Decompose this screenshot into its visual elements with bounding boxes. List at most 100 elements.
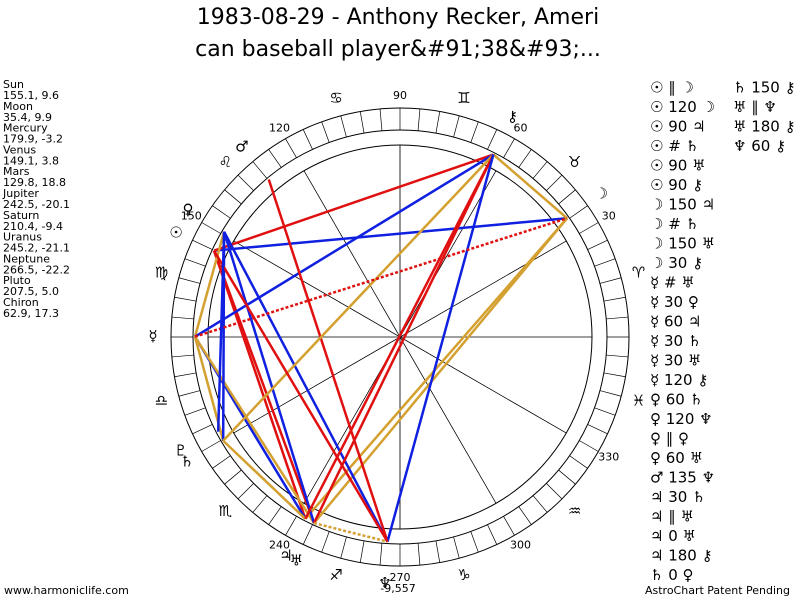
ring-tick — [359, 540, 365, 563]
planet-glyph: ♅ — [290, 552, 303, 570]
ring-tick — [453, 536, 460, 559]
ring-tick — [599, 390, 622, 397]
ring-tick — [224, 469, 242, 485]
planet-position: 207.5, 5.0 — [3, 285, 59, 298]
ring-tick — [546, 174, 563, 191]
degree-label: 60 — [514, 121, 528, 134]
ring-tick — [532, 161, 548, 179]
ring-tick — [201, 440, 221, 452]
aspect-entry: ☽ 150 ♃ — [650, 196, 715, 214]
ring-tick — [268, 149, 282, 168]
zodiac-sign: ♑ — [457, 566, 470, 584]
ring-tick — [606, 316, 629, 320]
planet-position: 210.4, -9.4 — [3, 220, 63, 233]
planet-position: 129.8, 18.8 — [3, 176, 66, 189]
planet-position: 242.5, -20.1 — [3, 198, 70, 211]
aspect-entry: ♆ 60 ⚷ — [733, 137, 786, 155]
planet-name: Pluto — [3, 274, 31, 287]
ring-tick — [558, 469, 576, 485]
aspect-line — [212, 250, 389, 543]
planet-position: 149.1, 3.8 — [3, 154, 59, 167]
zodiac-sign: ♋ — [329, 89, 342, 107]
degree-label: 120 — [269, 121, 290, 134]
aspect-line — [386, 154, 495, 542]
aspect-entry: ☉ 90 ♃ — [650, 118, 706, 136]
ring-tick — [237, 174, 254, 191]
ring-tick — [569, 455, 588, 469]
aspect-entry: ☿ # ♅ — [650, 274, 695, 292]
planet-name: Jupiter — [2, 187, 39, 200]
ring-tick — [569, 205, 588, 219]
aspect-entry: ♃ ∥ ♅ — [650, 508, 694, 526]
ring-tick — [252, 495, 268, 513]
ring-tick — [340, 536, 347, 559]
planet-position: 179.9, -3.2 — [3, 133, 63, 146]
aspect-entry: ♀ ∥ ♀ — [650, 430, 689, 448]
planet-glyph: ⚷ — [507, 108, 518, 126]
ring-tick — [184, 258, 206, 267]
zodiac-sign: ♊ — [457, 89, 470, 107]
aspect-entry: ♂ 135 ♆ — [650, 469, 715, 487]
aspect-line — [194, 217, 568, 338]
planet-glyph: ♂ — [235, 138, 248, 156]
aspect-line — [222, 153, 495, 442]
degree-label: 90 — [393, 89, 407, 102]
planet-glyph: ♄ — [180, 452, 193, 470]
planet-name: Saturn — [3, 209, 39, 222]
planet-name: Chiron — [3, 296, 39, 309]
ring-tick — [435, 111, 441, 134]
aspect-entry: ☉ 120 ☽ — [650, 98, 715, 116]
ring-tick — [579, 440, 599, 452]
ring-tick — [171, 316, 194, 320]
planet-position: 155.1, 9.6 — [3, 89, 59, 102]
aspect-line — [213, 217, 568, 252]
planet-position: 62.9, 17.3 — [3, 307, 59, 320]
ring-tick — [252, 161, 268, 179]
ring-tick — [417, 543, 421, 566]
ring-tick — [184, 407, 206, 416]
ring-tick — [268, 506, 282, 525]
planet-glyph: ☿ — [148, 327, 157, 345]
ring-tick — [237, 483, 254, 500]
footer-right: AstroChart Patent Pending — [645, 584, 790, 597]
ring-tick — [224, 189, 242, 205]
planet-name: Neptune — [3, 252, 50, 265]
planet-glyph: ♃ — [279, 547, 292, 565]
zodiac-sign: ♌ — [219, 153, 232, 171]
zodiac-sign: ♍ — [155, 264, 168, 282]
ring-tick — [546, 483, 563, 500]
ring-tick — [359, 111, 365, 134]
aspect-lines — [193, 153, 569, 543]
aspect-line — [267, 179, 389, 543]
aspect-line — [193, 335, 316, 524]
ring-tick — [579, 222, 599, 234]
aspect-entry: ♃ 180 ⚷ — [650, 547, 713, 565]
ring-tick — [470, 121, 479, 143]
ring-tick — [594, 407, 616, 416]
aspect-entry: ☽ 150 ♅ — [650, 235, 715, 253]
footer-left: www.harmoniclife.com — [4, 584, 129, 597]
ring-tick — [518, 506, 532, 525]
ring-tick — [487, 129, 498, 150]
aspect-entry: ♄ 0 ♀ — [650, 566, 694, 584]
planet-glyph: ♆ — [378, 574, 391, 592]
zodiac-sign: ♏ — [219, 502, 233, 520]
ring-tick — [587, 239, 608, 250]
ring-tick — [379, 543, 383, 566]
aspect-line — [193, 231, 226, 337]
title-line: can baseball player&#91;38&#93;... — [195, 37, 601, 62]
degree-label: 150 — [181, 210, 202, 223]
aspect-entry: ☽ # ♄ — [650, 215, 699, 233]
zodiac-sign: ♈ — [632, 264, 645, 282]
planet-name: Mars — [3, 165, 30, 178]
ring-tick — [174, 296, 197, 302]
aspect-entry: ♄ 150 ⚷ — [733, 79, 796, 97]
ring-tick — [171, 354, 194, 358]
degree-label: 240 — [269, 539, 290, 552]
zodiac-sign: ♉ — [568, 153, 581, 171]
aspect-entry: ☉ ∥ ☽ — [650, 79, 694, 97]
ring-tick — [435, 540, 441, 563]
aspect-entry: ♀ 120 ♆ — [650, 410, 713, 428]
planet-name: Uranus — [3, 231, 42, 244]
